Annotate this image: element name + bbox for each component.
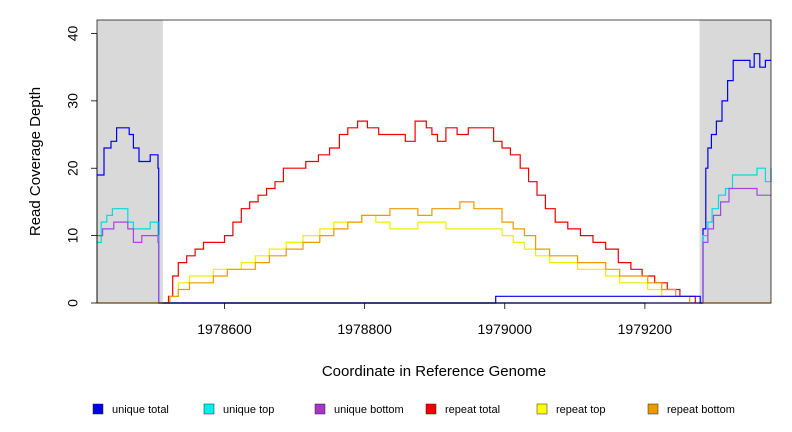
x-tick-label: 1978600 (197, 321, 252, 337)
legend-swatch-repeat-total (425, 403, 437, 415)
y-tick-label: 10 (65, 228, 81, 244)
y-tick-label: 30 (65, 93, 81, 109)
plot-frame (96, 19, 772, 304)
legend-swatch-unique-total (92, 403, 104, 415)
x-axis-title: Coordinate in Reference Genome (322, 363, 546, 380)
legend-label-repeat-total: repeat total (445, 404, 500, 416)
y-axis-title: Read Coverage Depth (27, 87, 44, 236)
series-line-repeat-total (162, 120, 696, 304)
legend-label-unique-total: unique total (112, 404, 169, 416)
y-tick-label: 40 (65, 25, 81, 41)
legend-swatch-repeat-bottom (647, 403, 659, 415)
legend-label-unique-top: unique top (223, 404, 274, 416)
legend: unique total unique top unique bottom repea… (92, 403, 735, 416)
series-lines (97, 53, 772, 304)
legend-swatch-repeat-top (536, 403, 548, 415)
series-line-repeat-top (162, 214, 691, 304)
series-line-unique-bottom (97, 187, 771, 304)
legend-label-repeat-top: repeat top (556, 404, 606, 416)
x-tick-label: 1979000 (478, 321, 533, 337)
y-tick-label: 20 (65, 160, 81, 176)
series-line-repeat-bottom (162, 201, 691, 304)
y-tick-label: 0 (65, 299, 81, 307)
legend-swatch-unique-top (203, 403, 215, 415)
shaded-regions (97, 20, 771, 303)
x-tick-label: 1979200 (618, 321, 673, 337)
series-line-unique-total (97, 53, 771, 304)
x-axis: 1978600 1978800 1979000 1979200 (197, 302, 673, 337)
legend-label-repeat-bottom: repeat bottom (667, 404, 735, 416)
series-line-unique-total-center (158, 295, 703, 304)
shaded-region-0 (97, 20, 163, 303)
y-axis: 0 10 20 30 40 (65, 25, 98, 307)
legend-label-unique-bottom: unique bottom (334, 404, 404, 416)
x-tick-label: 1978800 (337, 321, 392, 337)
legend-swatch-unique-bottom (314, 403, 326, 415)
shaded-region-1 (699, 20, 771, 303)
